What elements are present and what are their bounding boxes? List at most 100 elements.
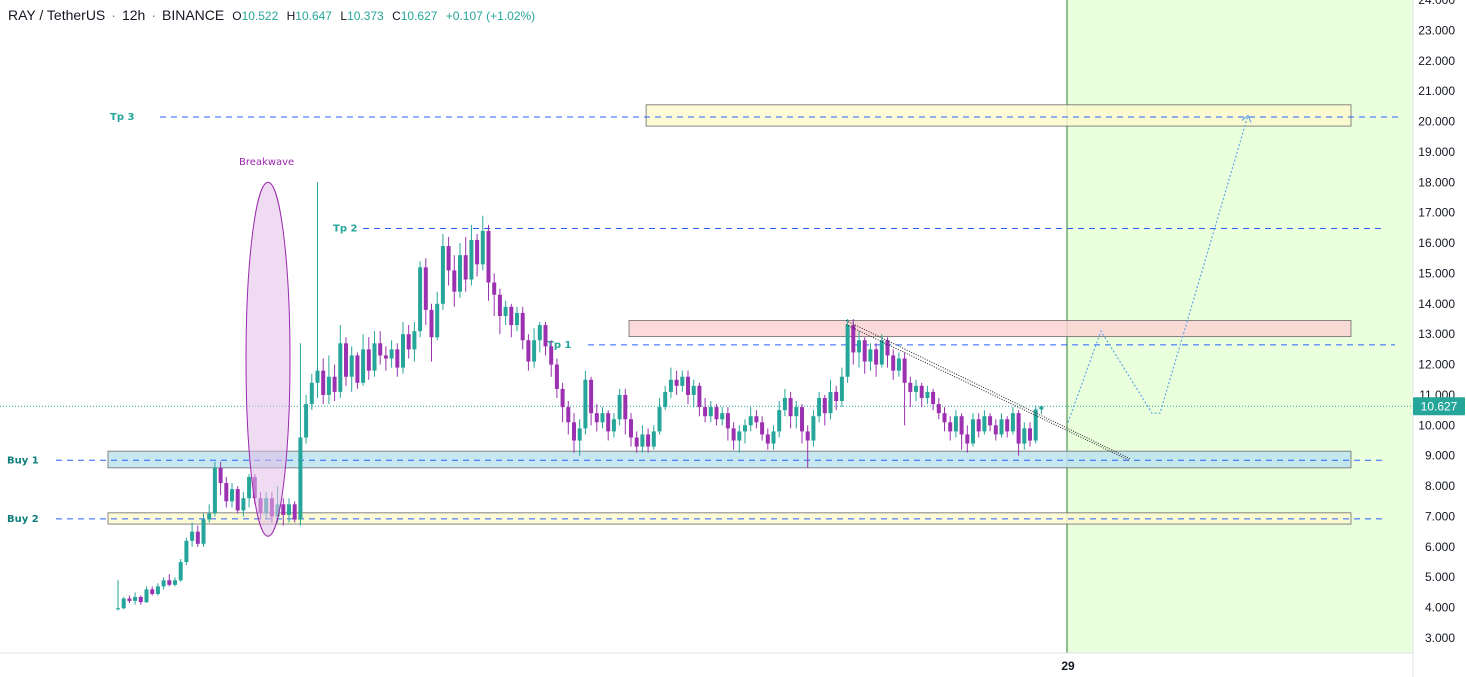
level-label: Tp 3 xyxy=(110,112,134,123)
candle-body xyxy=(338,343,343,392)
symbol-name[interactable]: RAY / TetherUS xyxy=(8,7,106,23)
price-axis[interactable]: 3.000 4.000 5.000 6.000 7.000 8.000 9.000 10.00… xyxy=(1413,0,1465,645)
time-tick-label: 29 xyxy=(1061,659,1075,673)
candle-body xyxy=(839,376,844,402)
candle-body xyxy=(640,434,645,447)
ohlc-readout: O10.522 H10.647 L10.373 C10.627 +0.107 (… xyxy=(232,9,540,23)
close-label: C xyxy=(392,9,401,23)
price-tick-label: 8.000 xyxy=(1425,479,1455,493)
candle-body xyxy=(572,422,576,441)
candle-body xyxy=(851,325,856,353)
candle-body xyxy=(155,586,160,594)
candle-body xyxy=(862,340,867,362)
candle-body xyxy=(583,379,588,429)
candle-body xyxy=(902,358,907,383)
candle-body xyxy=(458,255,462,292)
candle-body xyxy=(589,379,594,414)
candle-body xyxy=(378,343,383,356)
candle-body xyxy=(224,483,229,502)
separator-dot: · xyxy=(111,7,116,23)
candle-body xyxy=(515,312,519,326)
candle-body xyxy=(497,294,502,316)
high-label: H xyxy=(286,9,296,23)
candle-body xyxy=(874,349,879,365)
candle-body xyxy=(167,580,172,585)
candle-body xyxy=(435,303,440,338)
candle-body xyxy=(788,397,793,417)
candle-body xyxy=(868,349,873,362)
candle-body xyxy=(543,325,548,347)
candle-body xyxy=(686,376,690,395)
candle-body xyxy=(480,230,485,265)
candle-body xyxy=(959,416,964,435)
time-axis[interactable]: 29 xyxy=(1061,659,1075,673)
breakwave-label: Breakwave xyxy=(239,157,294,168)
candle-body xyxy=(896,358,901,371)
candle-body xyxy=(948,422,953,432)
candle-body xyxy=(401,334,405,368)
candle-body xyxy=(1033,409,1038,441)
candle-body xyxy=(349,355,354,377)
interval-label[interactable]: 12h xyxy=(121,7,146,23)
candle-body xyxy=(999,419,1004,435)
price-tick-label: 17.000 xyxy=(1418,206,1455,220)
candle-body xyxy=(657,407,662,432)
candle-body xyxy=(526,340,531,362)
candle-body xyxy=(976,419,981,432)
candle-body xyxy=(971,419,975,444)
price-tick-label: 12.000 xyxy=(1418,358,1455,372)
candle-body xyxy=(201,519,206,544)
candle-body xyxy=(817,397,822,417)
candles-layer xyxy=(116,182,1044,611)
candle-body xyxy=(389,349,394,359)
price-tick-label: 18.000 xyxy=(1418,175,1455,189)
candle-body xyxy=(777,410,782,432)
trendline-upper xyxy=(845,320,1131,460)
candle-body xyxy=(1028,428,1032,441)
candle-body xyxy=(577,428,582,441)
candle-body xyxy=(634,437,639,447)
candle-body xyxy=(1039,406,1044,410)
candle-body xyxy=(475,240,480,265)
candle-body xyxy=(395,349,400,368)
candle-body xyxy=(965,434,970,444)
open-value: 10.522 xyxy=(241,9,279,23)
candle-body xyxy=(150,589,155,594)
price-tick-label: 9.000 xyxy=(1425,449,1455,463)
candle-body xyxy=(406,334,411,350)
candle-body xyxy=(931,391,936,405)
candle-body xyxy=(743,425,747,432)
candle-body xyxy=(708,407,713,417)
candle-body xyxy=(178,562,183,581)
candle-body xyxy=(463,255,468,280)
candle-body xyxy=(737,431,742,441)
candle-body xyxy=(651,431,656,447)
candle-body xyxy=(714,407,719,420)
price-tick-label: 24.000 xyxy=(1418,0,1455,7)
candle-body xyxy=(212,467,217,514)
candle-body xyxy=(509,306,514,326)
candle-body xyxy=(372,343,377,371)
candle-body xyxy=(503,306,508,316)
candle-body xyxy=(1022,428,1027,444)
candle-body xyxy=(138,596,143,603)
level-label: Tp 2 xyxy=(333,223,357,234)
candle-body xyxy=(492,282,497,295)
projection-arrowhead xyxy=(1241,114,1252,123)
candle-body xyxy=(822,397,827,414)
candle-body xyxy=(326,376,331,395)
candle-body xyxy=(309,382,314,405)
candle-body xyxy=(800,407,804,432)
candle-body xyxy=(765,434,770,444)
candle-body xyxy=(914,385,918,392)
candle-body xyxy=(794,407,799,417)
candle-body xyxy=(1016,413,1021,444)
candle-body xyxy=(1010,413,1015,432)
candle-body xyxy=(606,413,611,432)
current-price-label: 10.627 xyxy=(1421,399,1458,413)
candle-body xyxy=(1005,419,1010,432)
candle-body xyxy=(520,312,525,341)
candle-body xyxy=(247,476,252,499)
candle-body xyxy=(549,346,554,365)
